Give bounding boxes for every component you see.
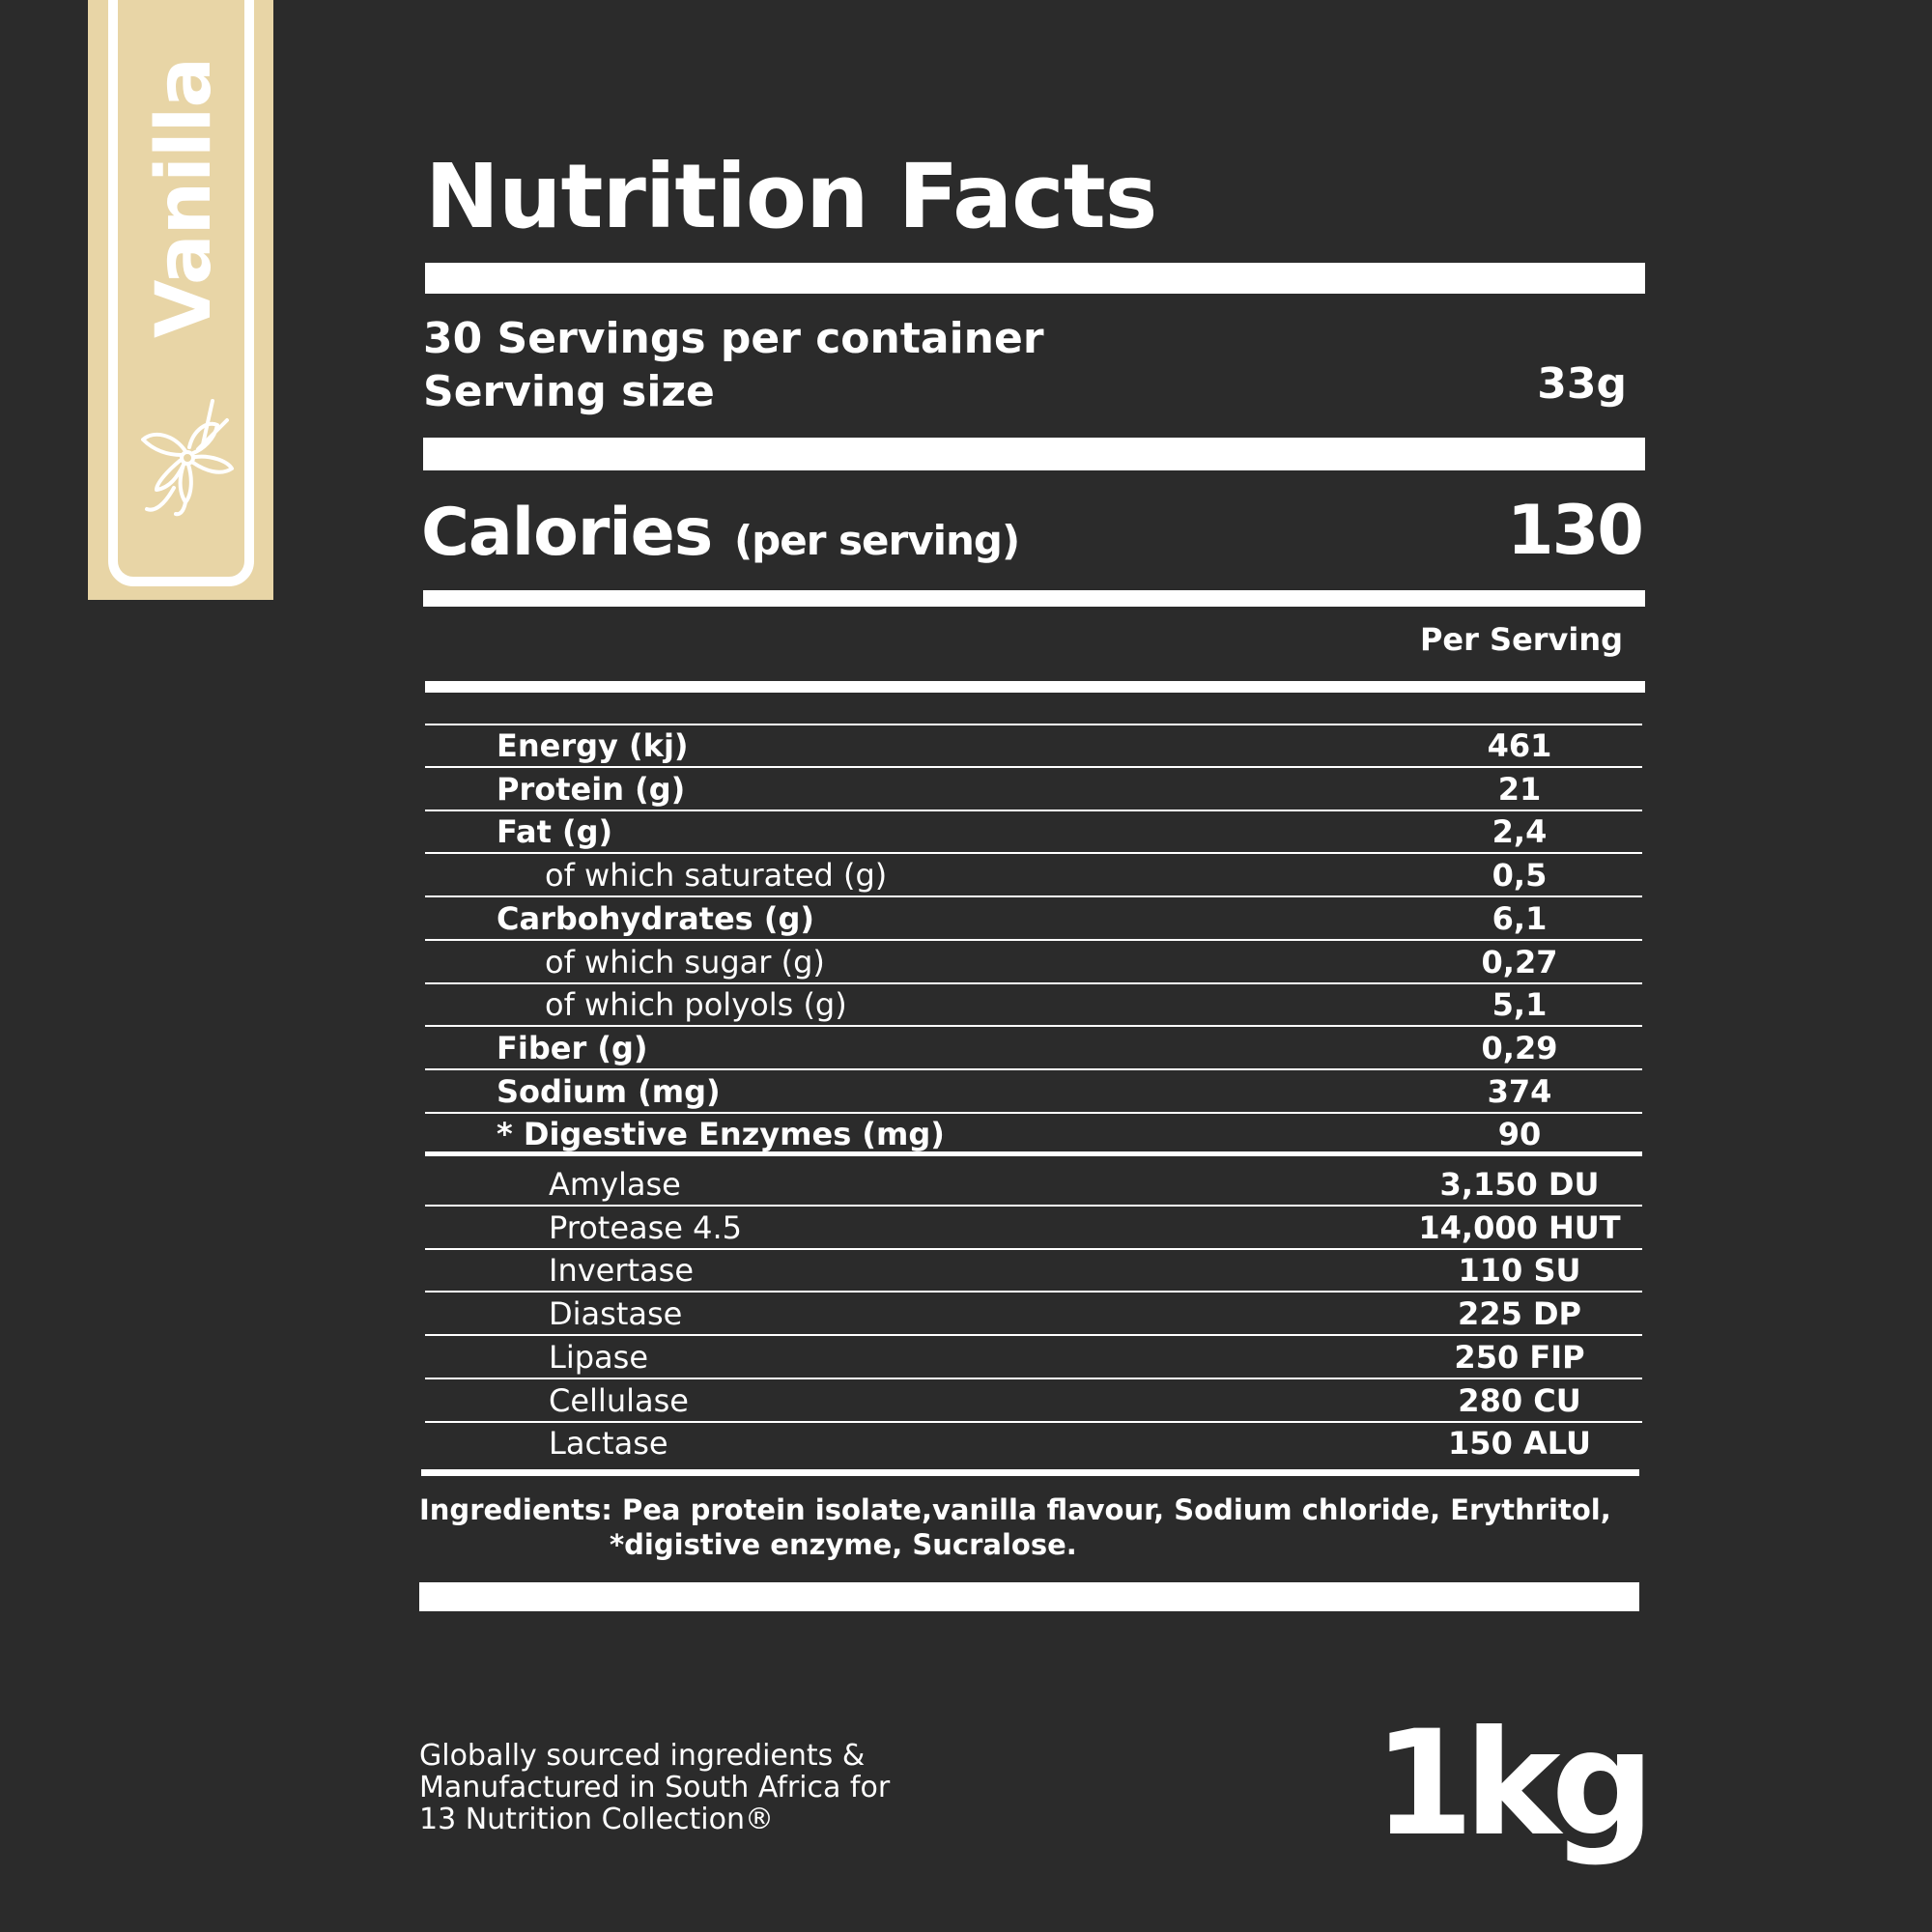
table-row: Fiber (g) 0,29	[425, 1028, 1642, 1070]
table-row: Carbohydrates (g) 6,1	[425, 898, 1642, 941]
table-row: of which sugar (g) 0,27	[425, 942, 1642, 984]
row-value-text: 0,5	[1492, 857, 1548, 895]
footer-line-2: Manufactured in South Africa for	[419, 1771, 891, 1804]
row-label: of which polyols (g)	[545, 986, 847, 1024]
row-label: Protein (g)	[497, 770, 686, 808]
page-title: Nutrition Facts	[425, 145, 1157, 248]
table-row: Amylase 3,150 DU	[425, 1164, 1642, 1207]
table-row: Fat (g) 2,4	[425, 811, 1642, 855]
row-divider	[425, 1111, 1642, 1114]
row-label: Invertase	[549, 1252, 695, 1290]
row-divider	[425, 1334, 1642, 1337]
table-row: of which polyols (g) 5,1	[425, 984, 1642, 1028]
row-divider	[425, 766, 1642, 768]
divider-bar	[421, 1469, 1639, 1476]
row-label: Fiber (g)	[497, 1029, 648, 1066]
row-label: of which sugar (g)	[545, 943, 825, 980]
servings-per-container: 30 Servings per container	[423, 314, 1044, 363]
row-value-text: 0,27	[1481, 943, 1558, 980]
table-row: Lipase 250 FIP	[425, 1337, 1642, 1379]
row-divider	[425, 1377, 1642, 1379]
row-label: Energy (kj)	[497, 727, 689, 764]
row-value-text: 90	[1497, 1116, 1542, 1153]
divider-bar	[423, 590, 1645, 607]
ingredients-line-1: Ingredients: Pea protein isolate,vanilla…	[419, 1493, 1611, 1526]
row-label: Amylase	[549, 1166, 681, 1203]
table-row: Lactase 150 ALU	[425, 1423, 1642, 1465]
row-label: Lipase	[549, 1338, 648, 1376]
row-divider	[425, 1247, 1642, 1250]
row-divider	[425, 1151, 1642, 1157]
row-label: of which saturated (g)	[545, 857, 888, 895]
row-label: Fat (g)	[497, 813, 613, 851]
row-label: Lactase	[549, 1425, 668, 1463]
row-label: Sodium (mg)	[497, 1072, 721, 1110]
ingredients-line-2: *digistive enzyme, Sucralose.	[610, 1528, 1077, 1561]
row-value-text: 225 DP	[1458, 1295, 1581, 1333]
row-value-text: 3,150 DU	[1439, 1166, 1600, 1203]
flavor-name: Vanilla	[141, 57, 228, 339]
row-value-text: 14,000 HUT	[1418, 1208, 1621, 1246]
per-serving-header: Per Serving	[1419, 621, 1624, 658]
row-label: * Digestive Enzymes (mg)	[497, 1116, 945, 1153]
flavor-strip-frame	[108, 0, 254, 586]
row-divider	[425, 852, 1642, 855]
table-row: of which saturated (g) 0,5	[425, 855, 1642, 898]
divider-bar	[423, 438, 1645, 470]
row-divider	[425, 809, 1642, 811]
table-row: Energy (kj) 461	[425, 725, 1642, 768]
divider-bar	[425, 681, 1645, 693]
table-row: Diastase 225 DP	[425, 1293, 1642, 1337]
row-label: Protease 4.5	[549, 1208, 743, 1246]
row-value-text: 280 CU	[1458, 1381, 1581, 1419]
calories-qualifier: (per serving)	[733, 517, 1020, 564]
row-value-text: 0,29	[1481, 1029, 1558, 1066]
row-divider	[425, 724, 1642, 725]
footer-line-3: 13 Nutrition Collection®	[419, 1803, 774, 1836]
serving-size-label: Serving size	[423, 367, 715, 416]
row-label: Diastase	[549, 1295, 683, 1333]
row-divider	[425, 1205, 1642, 1207]
net-weight: 1kg	[1373, 1700, 1655, 1868]
table-row: Sodium (mg) 374	[425, 1071, 1642, 1114]
row-value-text: 21	[1497, 770, 1542, 808]
row-value-text: 6,1	[1492, 899, 1548, 937]
row-divider	[425, 1420, 1642, 1423]
row-label: Carbohydrates (g)	[497, 899, 815, 937]
divider-bar	[419, 1582, 1639, 1611]
calories-label: Calories (per serving)	[421, 495, 1020, 571]
table-row: Invertase 110 SU	[425, 1250, 1642, 1293]
calories-value: 130	[1506, 491, 1644, 570]
row-divider	[425, 895, 1642, 898]
row-value-text: 150 ALU	[1448, 1425, 1591, 1463]
row-value-text: 461	[1487, 727, 1552, 764]
row-value-text: 374	[1487, 1072, 1552, 1110]
row-divider	[425, 1291, 1642, 1293]
table-row: Cellulase 280 CU	[425, 1380, 1642, 1423]
row-divider	[425, 938, 1642, 941]
table-row: * Digestive Enzymes (mg) 90	[425, 1114, 1642, 1157]
divider-bar	[425, 263, 1645, 294]
row-value-text: 2,4	[1492, 813, 1548, 851]
footer-line-1: Globally sourced ingredients &	[419, 1739, 866, 1773]
vanilla-flower-icon	[141, 399, 234, 517]
serving-size-value: 33g	[1537, 359, 1627, 409]
row-divider	[425, 1067, 1642, 1070]
row-value-text: 250 FIP	[1454, 1338, 1585, 1376]
calories-title: Calories	[421, 495, 713, 571]
row-divider	[425, 1025, 1642, 1028]
row-label: Cellulase	[549, 1381, 689, 1419]
table-row: Protease 4.5 14,000 HUT	[425, 1208, 1642, 1250]
table-row: Protein (g) 21	[425, 769, 1642, 811]
row-divider	[425, 981, 1642, 984]
row-value-text: 110 SU	[1458, 1252, 1581, 1290]
flavor-strip	[88, 0, 273, 600]
row-value-text: 5,1	[1492, 986, 1548, 1024]
